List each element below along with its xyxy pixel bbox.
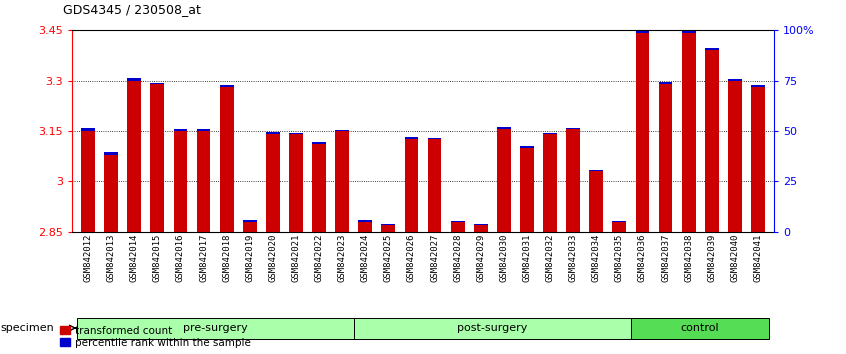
Bar bbox=[728, 79, 742, 81]
Text: GSM842026: GSM842026 bbox=[407, 234, 416, 282]
Bar bbox=[359, 220, 372, 222]
Bar bbox=[196, 129, 211, 131]
Bar bbox=[266, 132, 280, 135]
Text: GSM842038: GSM842038 bbox=[684, 234, 693, 282]
Bar bbox=[128, 78, 141, 81]
Text: GSM842028: GSM842028 bbox=[453, 234, 462, 282]
Text: GSM842031: GSM842031 bbox=[523, 234, 531, 282]
Bar bbox=[427, 138, 442, 139]
Text: GSM842024: GSM842024 bbox=[360, 234, 370, 282]
Bar bbox=[728, 81, 742, 232]
Text: GSM842041: GSM842041 bbox=[754, 234, 762, 282]
Bar bbox=[173, 131, 188, 232]
Text: specimen: specimen bbox=[1, 323, 55, 333]
Bar bbox=[497, 129, 511, 232]
Bar bbox=[474, 224, 487, 225]
Bar bbox=[751, 85, 765, 87]
Bar bbox=[128, 81, 141, 232]
Bar bbox=[196, 131, 211, 232]
Text: GSM842014: GSM842014 bbox=[129, 234, 139, 282]
Bar bbox=[658, 84, 673, 232]
Bar bbox=[243, 222, 256, 232]
Bar bbox=[682, 31, 695, 34]
Bar bbox=[566, 129, 580, 232]
Bar bbox=[427, 139, 442, 232]
Bar bbox=[81, 128, 95, 131]
Bar bbox=[151, 82, 164, 84]
FancyBboxPatch shape bbox=[631, 318, 770, 339]
Legend: transformed count, percentile rank within the sample: transformed count, percentile rank withi… bbox=[60, 326, 250, 348]
Bar bbox=[613, 221, 626, 222]
Bar bbox=[104, 152, 118, 155]
Bar bbox=[497, 127, 511, 129]
Bar bbox=[335, 131, 349, 232]
Bar bbox=[658, 81, 673, 84]
Text: GSM842039: GSM842039 bbox=[707, 234, 717, 282]
Bar bbox=[543, 133, 557, 135]
Text: GSM842015: GSM842015 bbox=[153, 234, 162, 282]
Bar bbox=[289, 135, 303, 232]
Text: GSM842030: GSM842030 bbox=[499, 234, 508, 282]
Bar bbox=[382, 224, 395, 225]
Bar bbox=[220, 85, 233, 87]
Text: GSM842021: GSM842021 bbox=[292, 234, 300, 282]
Bar bbox=[543, 135, 557, 232]
Bar bbox=[590, 171, 603, 232]
Bar bbox=[566, 128, 580, 129]
Text: GSM842017: GSM842017 bbox=[199, 234, 208, 282]
Text: GSM842032: GSM842032 bbox=[546, 234, 554, 282]
Text: GSM842025: GSM842025 bbox=[384, 234, 393, 282]
Text: GSM842034: GSM842034 bbox=[591, 234, 601, 282]
FancyBboxPatch shape bbox=[354, 318, 631, 339]
Text: post-surgery: post-surgery bbox=[457, 323, 528, 333]
Bar bbox=[451, 222, 464, 232]
Bar bbox=[520, 148, 534, 232]
Text: GDS4345 / 230508_at: GDS4345 / 230508_at bbox=[63, 3, 201, 16]
Text: GSM842033: GSM842033 bbox=[569, 234, 578, 282]
Bar bbox=[705, 50, 718, 232]
Bar bbox=[81, 131, 95, 232]
Text: GSM842036: GSM842036 bbox=[638, 234, 647, 282]
Text: GSM842019: GSM842019 bbox=[245, 234, 255, 282]
Bar bbox=[312, 142, 326, 144]
Bar bbox=[404, 139, 419, 232]
Bar bbox=[312, 144, 326, 232]
Bar bbox=[705, 48, 718, 50]
Bar bbox=[173, 129, 188, 131]
Text: GSM842035: GSM842035 bbox=[615, 234, 624, 282]
Bar bbox=[243, 220, 256, 222]
Bar bbox=[289, 133, 303, 135]
Text: pre-surgery: pre-surgery bbox=[183, 323, 248, 333]
Text: GSM842037: GSM842037 bbox=[661, 234, 670, 282]
Bar bbox=[220, 87, 233, 232]
Text: GSM842029: GSM842029 bbox=[476, 234, 486, 282]
Text: GSM842013: GSM842013 bbox=[107, 234, 116, 282]
FancyBboxPatch shape bbox=[76, 318, 354, 339]
Bar bbox=[520, 146, 534, 148]
Text: GSM842040: GSM842040 bbox=[730, 234, 739, 282]
Bar bbox=[266, 135, 280, 232]
Bar bbox=[404, 137, 419, 139]
Bar bbox=[359, 222, 372, 232]
Bar bbox=[451, 221, 464, 222]
Text: GSM842018: GSM842018 bbox=[222, 234, 231, 282]
Bar bbox=[335, 130, 349, 131]
Bar bbox=[151, 84, 164, 232]
Bar bbox=[104, 155, 118, 232]
Text: GSM842012: GSM842012 bbox=[84, 234, 92, 282]
Bar bbox=[474, 225, 487, 232]
Text: GSM842022: GSM842022 bbox=[315, 234, 323, 282]
Bar bbox=[635, 34, 650, 232]
Text: GSM842023: GSM842023 bbox=[338, 234, 347, 282]
Text: GSM842016: GSM842016 bbox=[176, 234, 185, 282]
Text: GSM842020: GSM842020 bbox=[268, 234, 277, 282]
Bar bbox=[590, 170, 603, 171]
Bar bbox=[382, 225, 395, 232]
Bar bbox=[613, 222, 626, 232]
Text: control: control bbox=[681, 323, 719, 333]
Bar bbox=[635, 31, 650, 34]
Bar bbox=[751, 87, 765, 232]
Bar bbox=[682, 34, 695, 232]
Text: GSM842027: GSM842027 bbox=[430, 234, 439, 282]
